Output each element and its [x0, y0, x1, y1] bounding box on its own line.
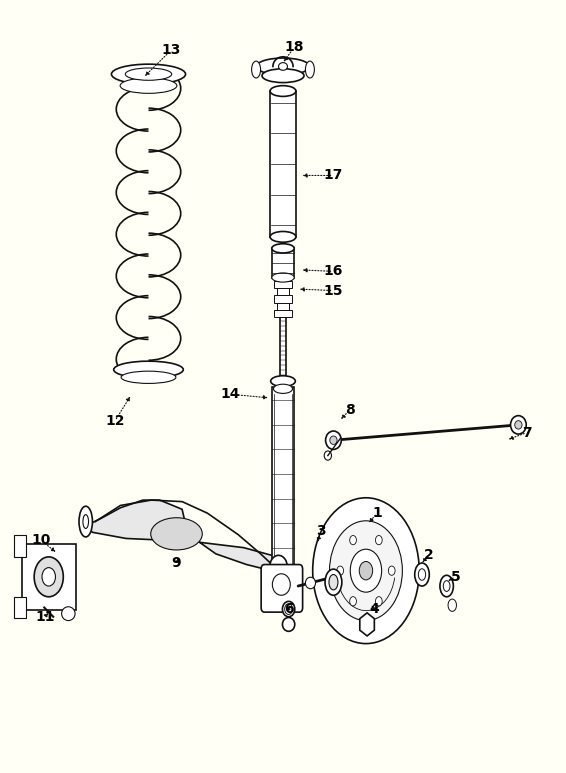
Text: 11: 11 — [35, 610, 54, 624]
Ellipse shape — [306, 61, 314, 78]
Ellipse shape — [272, 243, 294, 253]
Ellipse shape — [256, 58, 310, 75]
Text: 10: 10 — [31, 533, 50, 547]
FancyBboxPatch shape — [274, 310, 292, 318]
Text: 15: 15 — [324, 284, 343, 298]
Ellipse shape — [306, 577, 315, 589]
Circle shape — [34, 557, 63, 597]
Ellipse shape — [273, 384, 293, 393]
Circle shape — [285, 604, 293, 615]
Text: 13: 13 — [161, 43, 181, 57]
Ellipse shape — [448, 599, 456, 611]
Circle shape — [350, 536, 357, 545]
Ellipse shape — [330, 436, 337, 444]
FancyBboxPatch shape — [14, 597, 26, 618]
Text: 3: 3 — [316, 524, 326, 538]
Ellipse shape — [272, 574, 290, 595]
FancyBboxPatch shape — [277, 288, 289, 295]
Ellipse shape — [270, 86, 296, 97]
Ellipse shape — [329, 574, 338, 590]
Text: 17: 17 — [324, 169, 343, 182]
Text: 14: 14 — [220, 387, 239, 401]
FancyBboxPatch shape — [22, 544, 76, 610]
Ellipse shape — [325, 431, 341, 449]
Ellipse shape — [325, 569, 342, 595]
Text: 9: 9 — [171, 556, 181, 570]
Circle shape — [375, 597, 382, 606]
Circle shape — [350, 549, 381, 592]
Circle shape — [388, 566, 395, 575]
Circle shape — [337, 566, 344, 575]
FancyBboxPatch shape — [274, 281, 292, 288]
Polygon shape — [84, 500, 280, 572]
FancyBboxPatch shape — [270, 91, 296, 237]
FancyBboxPatch shape — [272, 386, 294, 586]
Ellipse shape — [514, 421, 522, 429]
Ellipse shape — [252, 61, 260, 78]
Text: 5: 5 — [451, 570, 461, 584]
Ellipse shape — [272, 273, 294, 282]
Ellipse shape — [282, 601, 295, 617]
Ellipse shape — [415, 563, 429, 586]
FancyBboxPatch shape — [272, 248, 294, 278]
Ellipse shape — [112, 64, 186, 84]
FancyBboxPatch shape — [277, 303, 289, 310]
FancyBboxPatch shape — [280, 318, 286, 379]
Text: 7: 7 — [522, 426, 531, 440]
Ellipse shape — [511, 416, 526, 434]
Text: 18: 18 — [285, 40, 304, 54]
Ellipse shape — [120, 78, 177, 94]
Ellipse shape — [262, 69, 304, 83]
Text: 16: 16 — [324, 264, 343, 278]
Ellipse shape — [121, 371, 176, 383]
Ellipse shape — [278, 63, 288, 70]
Ellipse shape — [271, 376, 295, 386]
Ellipse shape — [324, 451, 332, 460]
Text: 2: 2 — [424, 548, 434, 562]
Ellipse shape — [79, 506, 92, 537]
Ellipse shape — [440, 575, 453, 597]
FancyBboxPatch shape — [274, 295, 292, 303]
Text: 4: 4 — [369, 602, 379, 616]
Circle shape — [359, 561, 372, 580]
FancyBboxPatch shape — [261, 564, 303, 612]
Text: 12: 12 — [105, 414, 125, 428]
Ellipse shape — [83, 515, 88, 529]
Ellipse shape — [443, 581, 450, 591]
Text: 6: 6 — [284, 602, 293, 616]
Circle shape — [375, 536, 382, 545]
Ellipse shape — [151, 518, 202, 550]
Ellipse shape — [270, 231, 296, 242]
Circle shape — [312, 498, 419, 644]
Ellipse shape — [272, 581, 294, 591]
Ellipse shape — [282, 618, 295, 632]
Ellipse shape — [114, 361, 183, 378]
Text: 8: 8 — [345, 403, 355, 417]
Text: 1: 1 — [372, 506, 382, 520]
Ellipse shape — [125, 68, 171, 80]
Circle shape — [350, 597, 357, 606]
FancyBboxPatch shape — [14, 536, 26, 557]
Circle shape — [269, 555, 288, 580]
Ellipse shape — [418, 569, 426, 581]
Circle shape — [42, 567, 55, 586]
Circle shape — [329, 521, 402, 621]
Ellipse shape — [62, 607, 75, 621]
